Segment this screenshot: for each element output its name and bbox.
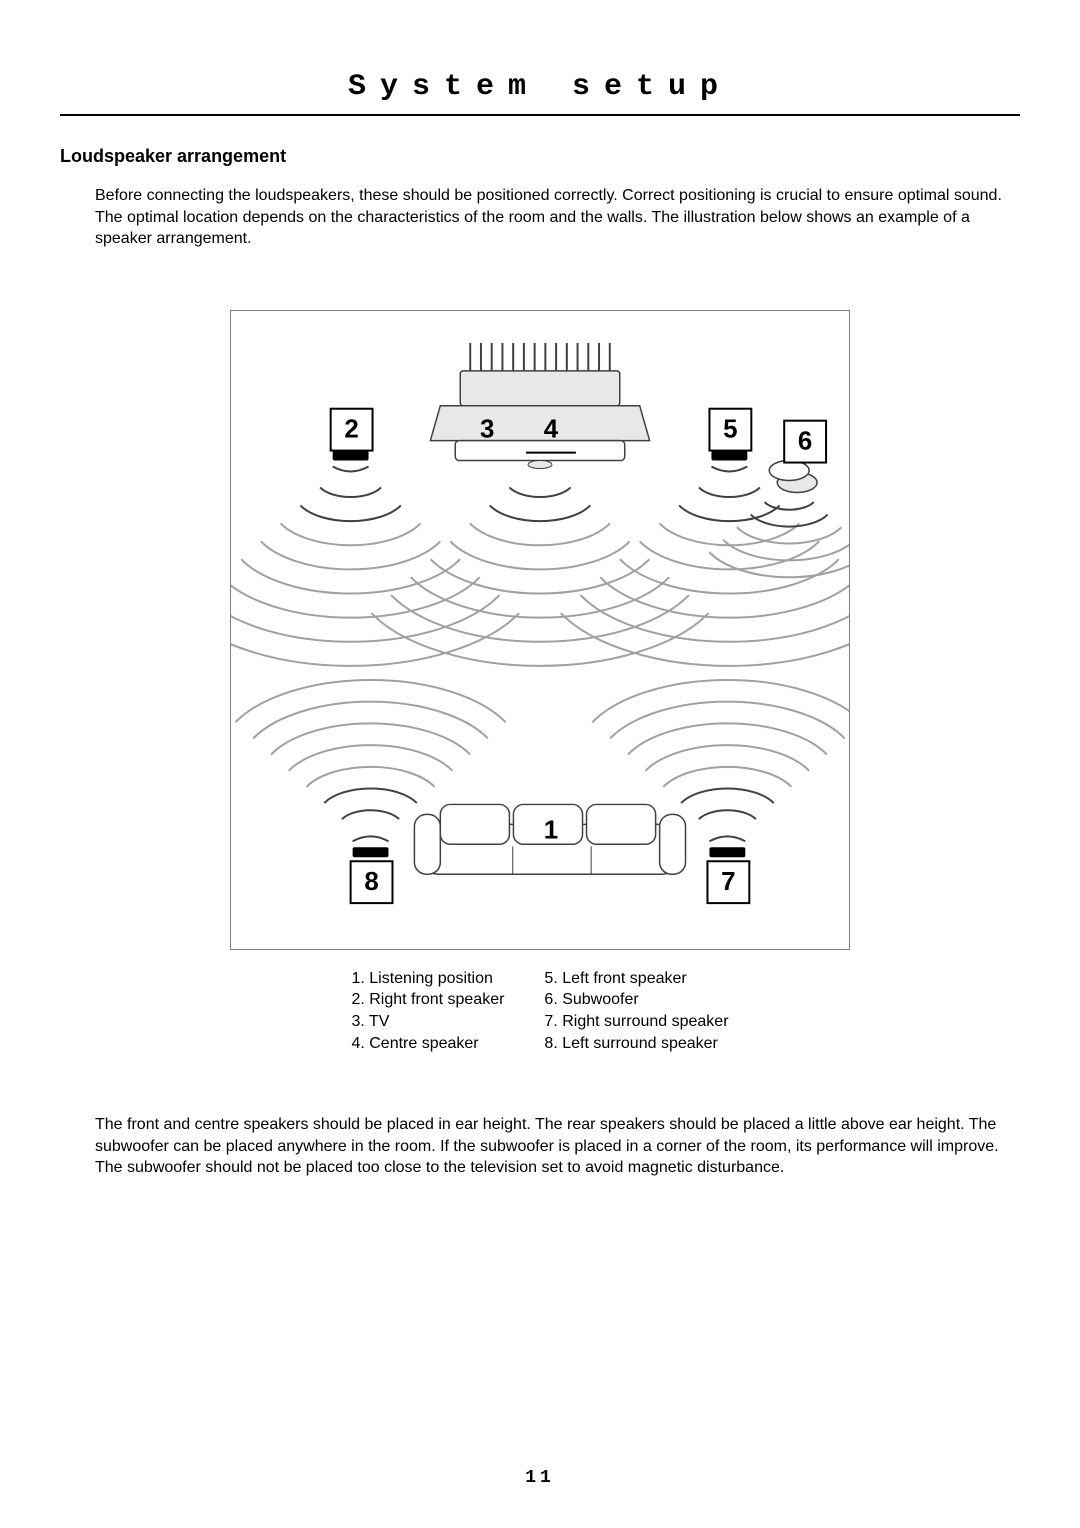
speaker-diagram: 1 2 3 4 5 6 7 8	[230, 310, 850, 950]
svg-text:7: 7	[721, 868, 735, 896]
legend-col-1: 1. Listening position 2. Right front spe…	[351, 968, 504, 1054]
svg-text:2: 2	[344, 415, 358, 443]
svg-text:4: 4	[544, 415, 559, 443]
closing-paragraph: The front and centre speakers should be …	[95, 1114, 1010, 1179]
legend-item: 7. Right surround speaker	[544, 1011, 728, 1033]
page-number: 11	[0, 1468, 1080, 1488]
svg-text:8: 8	[364, 868, 378, 896]
intro-paragraph: Before connecting the loudspeakers, thes…	[95, 185, 1010, 250]
legend-item: 8. Left surround speaker	[544, 1033, 728, 1055]
legend-item: 1. Listening position	[351, 968, 504, 990]
legend-item: 4. Centre speaker	[351, 1033, 504, 1055]
document-page: System setup Loudspeaker arrangement Bef…	[0, 0, 1080, 1528]
svg-text:3: 3	[480, 415, 494, 443]
legend-item: 2. Right front speaker	[351, 989, 504, 1011]
legend-item: 3. TV	[351, 1011, 504, 1033]
svg-text:1: 1	[544, 816, 558, 844]
svg-text:6: 6	[798, 427, 812, 455]
diagram-legend: 1. Listening position 2. Right front spe…	[230, 968, 850, 1054]
chapter-title: System setup	[60, 70, 1020, 116]
legend-col-2: 5. Left front speaker 6. Subwoofer 7. Ri…	[544, 968, 728, 1054]
legend-item: 6. Subwoofer	[544, 989, 728, 1011]
svg-text:5: 5	[723, 415, 737, 443]
section-heading: Loudspeaker arrangement	[60, 146, 1020, 167]
diagram-wrap: 1 2 3 4 5 6 7 8 1. Listening position 2. Right …	[230, 310, 850, 1054]
legend-item: 5. Left front speaker	[544, 968, 728, 990]
